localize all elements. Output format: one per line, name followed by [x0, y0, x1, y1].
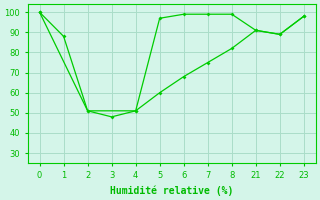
X-axis label: Humidité relative (%): Humidité relative (%): [110, 185, 233, 196]
